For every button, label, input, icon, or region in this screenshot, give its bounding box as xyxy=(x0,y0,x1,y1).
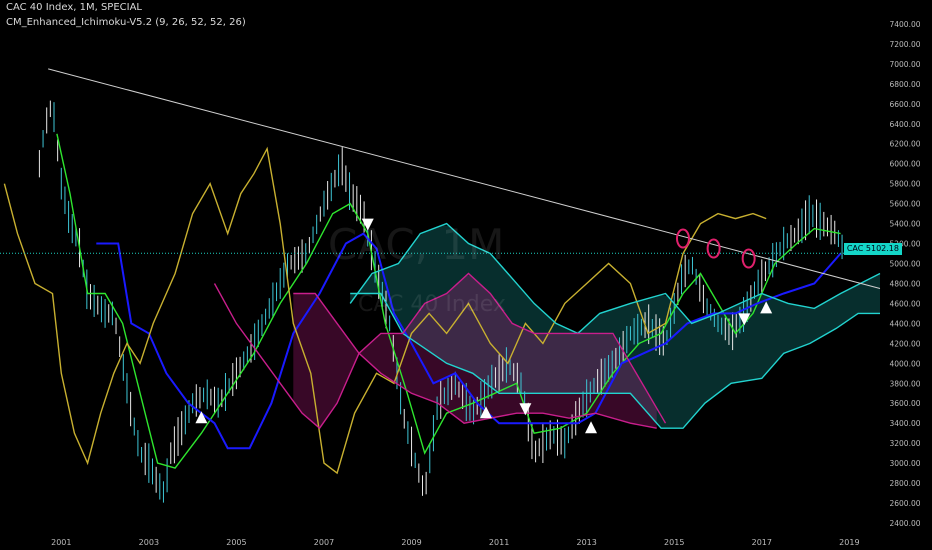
series-line xyxy=(213,272,667,430)
sell-marker xyxy=(519,403,532,416)
y-tick-label: 6600.00 xyxy=(889,100,920,109)
y-tick-label: 7400.00 xyxy=(889,20,920,29)
y-tick-label: 5200.00 xyxy=(889,240,920,249)
y-tick-label: 5600.00 xyxy=(889,200,920,209)
buy-marker xyxy=(195,411,208,424)
x-tick-label: 2001 xyxy=(51,538,71,547)
price-badge-value: 5102.18 xyxy=(865,244,899,253)
y-tick-label: 4200.00 xyxy=(889,339,920,348)
indicator-title[interactable]: CM_Enhanced_Ichimoku-V5.2 (9, 26, 52, 52… xyxy=(6,17,246,28)
y-tick-label: 3800.00 xyxy=(889,379,920,388)
y-tick-label: 4600.00 xyxy=(889,299,920,308)
trendline xyxy=(48,68,881,289)
series-line xyxy=(56,133,841,469)
y-tick-label: 3000.00 xyxy=(889,459,920,468)
y-tick-label: 7200.00 xyxy=(889,40,920,49)
y-tick-label: 6200.00 xyxy=(889,140,920,149)
series-line xyxy=(350,292,880,429)
y-tick-label: 2600.00 xyxy=(889,499,920,508)
price-badge-label: CAC xyxy=(846,244,864,253)
x-tick-label: 2007 xyxy=(314,538,334,547)
y-tick-label: 4400.00 xyxy=(889,319,920,328)
y-tick-label: 5400.00 xyxy=(889,220,920,229)
x-tick-label: 2019 xyxy=(839,538,859,547)
y-tick-label: 4000.00 xyxy=(889,359,920,368)
last-price-badge: CAC 5102.18 xyxy=(843,243,902,255)
cloud-cyan xyxy=(350,225,880,429)
x-tick-label: 2003 xyxy=(139,538,159,547)
buy-marker xyxy=(585,421,598,434)
x-tick-label: 2005 xyxy=(226,538,246,547)
x-tick-label: 2011 xyxy=(489,538,509,547)
indicator-lines xyxy=(3,133,881,475)
sell-marker xyxy=(361,218,374,231)
series-line xyxy=(3,146,767,475)
buy-marker xyxy=(479,406,492,419)
ichimoku-clouds xyxy=(293,225,880,429)
y-tick-label: 6800.00 xyxy=(889,80,920,89)
symbol-title[interactable]: CAC 40 Index, 1M, SPECIAL xyxy=(6,2,142,13)
cloud-magenta xyxy=(293,275,657,429)
y-axis[interactable]: 2400.00 2600.00 2800.00 3000.00 3200.00 3400.… xyxy=(889,20,920,528)
x-tick-label: 2017 xyxy=(752,538,772,547)
y-tick-label: 4800.00 xyxy=(889,279,920,288)
x-axis[interactable]: 2001 2003 2005 2007 2009 2011 2013 2015 2017 2019 xyxy=(51,538,859,547)
x-tick-label: 2009 xyxy=(401,538,421,547)
y-tick-label: 2400.00 xyxy=(889,519,920,528)
y-tick-label: 5000.00 xyxy=(889,260,920,269)
y-tick-label: 7000.00 xyxy=(889,60,920,69)
y-tick-label: 5800.00 xyxy=(889,180,920,189)
y-tick-label: 3400.00 xyxy=(889,419,920,428)
highlight-circle xyxy=(741,248,756,269)
highlight-circle xyxy=(706,238,721,259)
y-tick-label: 6000.00 xyxy=(889,160,920,169)
x-tick-label: 2013 xyxy=(576,538,596,547)
y-tick-label: 3200.00 xyxy=(889,439,920,448)
y-tick-label: 3600.00 xyxy=(889,399,920,408)
x-tick-label: 2015 xyxy=(664,538,684,547)
annotations xyxy=(0,68,881,434)
series-line xyxy=(96,232,842,450)
buy-marker xyxy=(760,301,773,314)
series-line xyxy=(349,222,881,335)
sell-marker xyxy=(738,313,751,326)
y-tick-label: 6400.00 xyxy=(889,120,920,129)
highlight-circle xyxy=(675,228,690,249)
y-tick-label: 2800.00 xyxy=(889,479,920,488)
series-line xyxy=(293,292,657,429)
